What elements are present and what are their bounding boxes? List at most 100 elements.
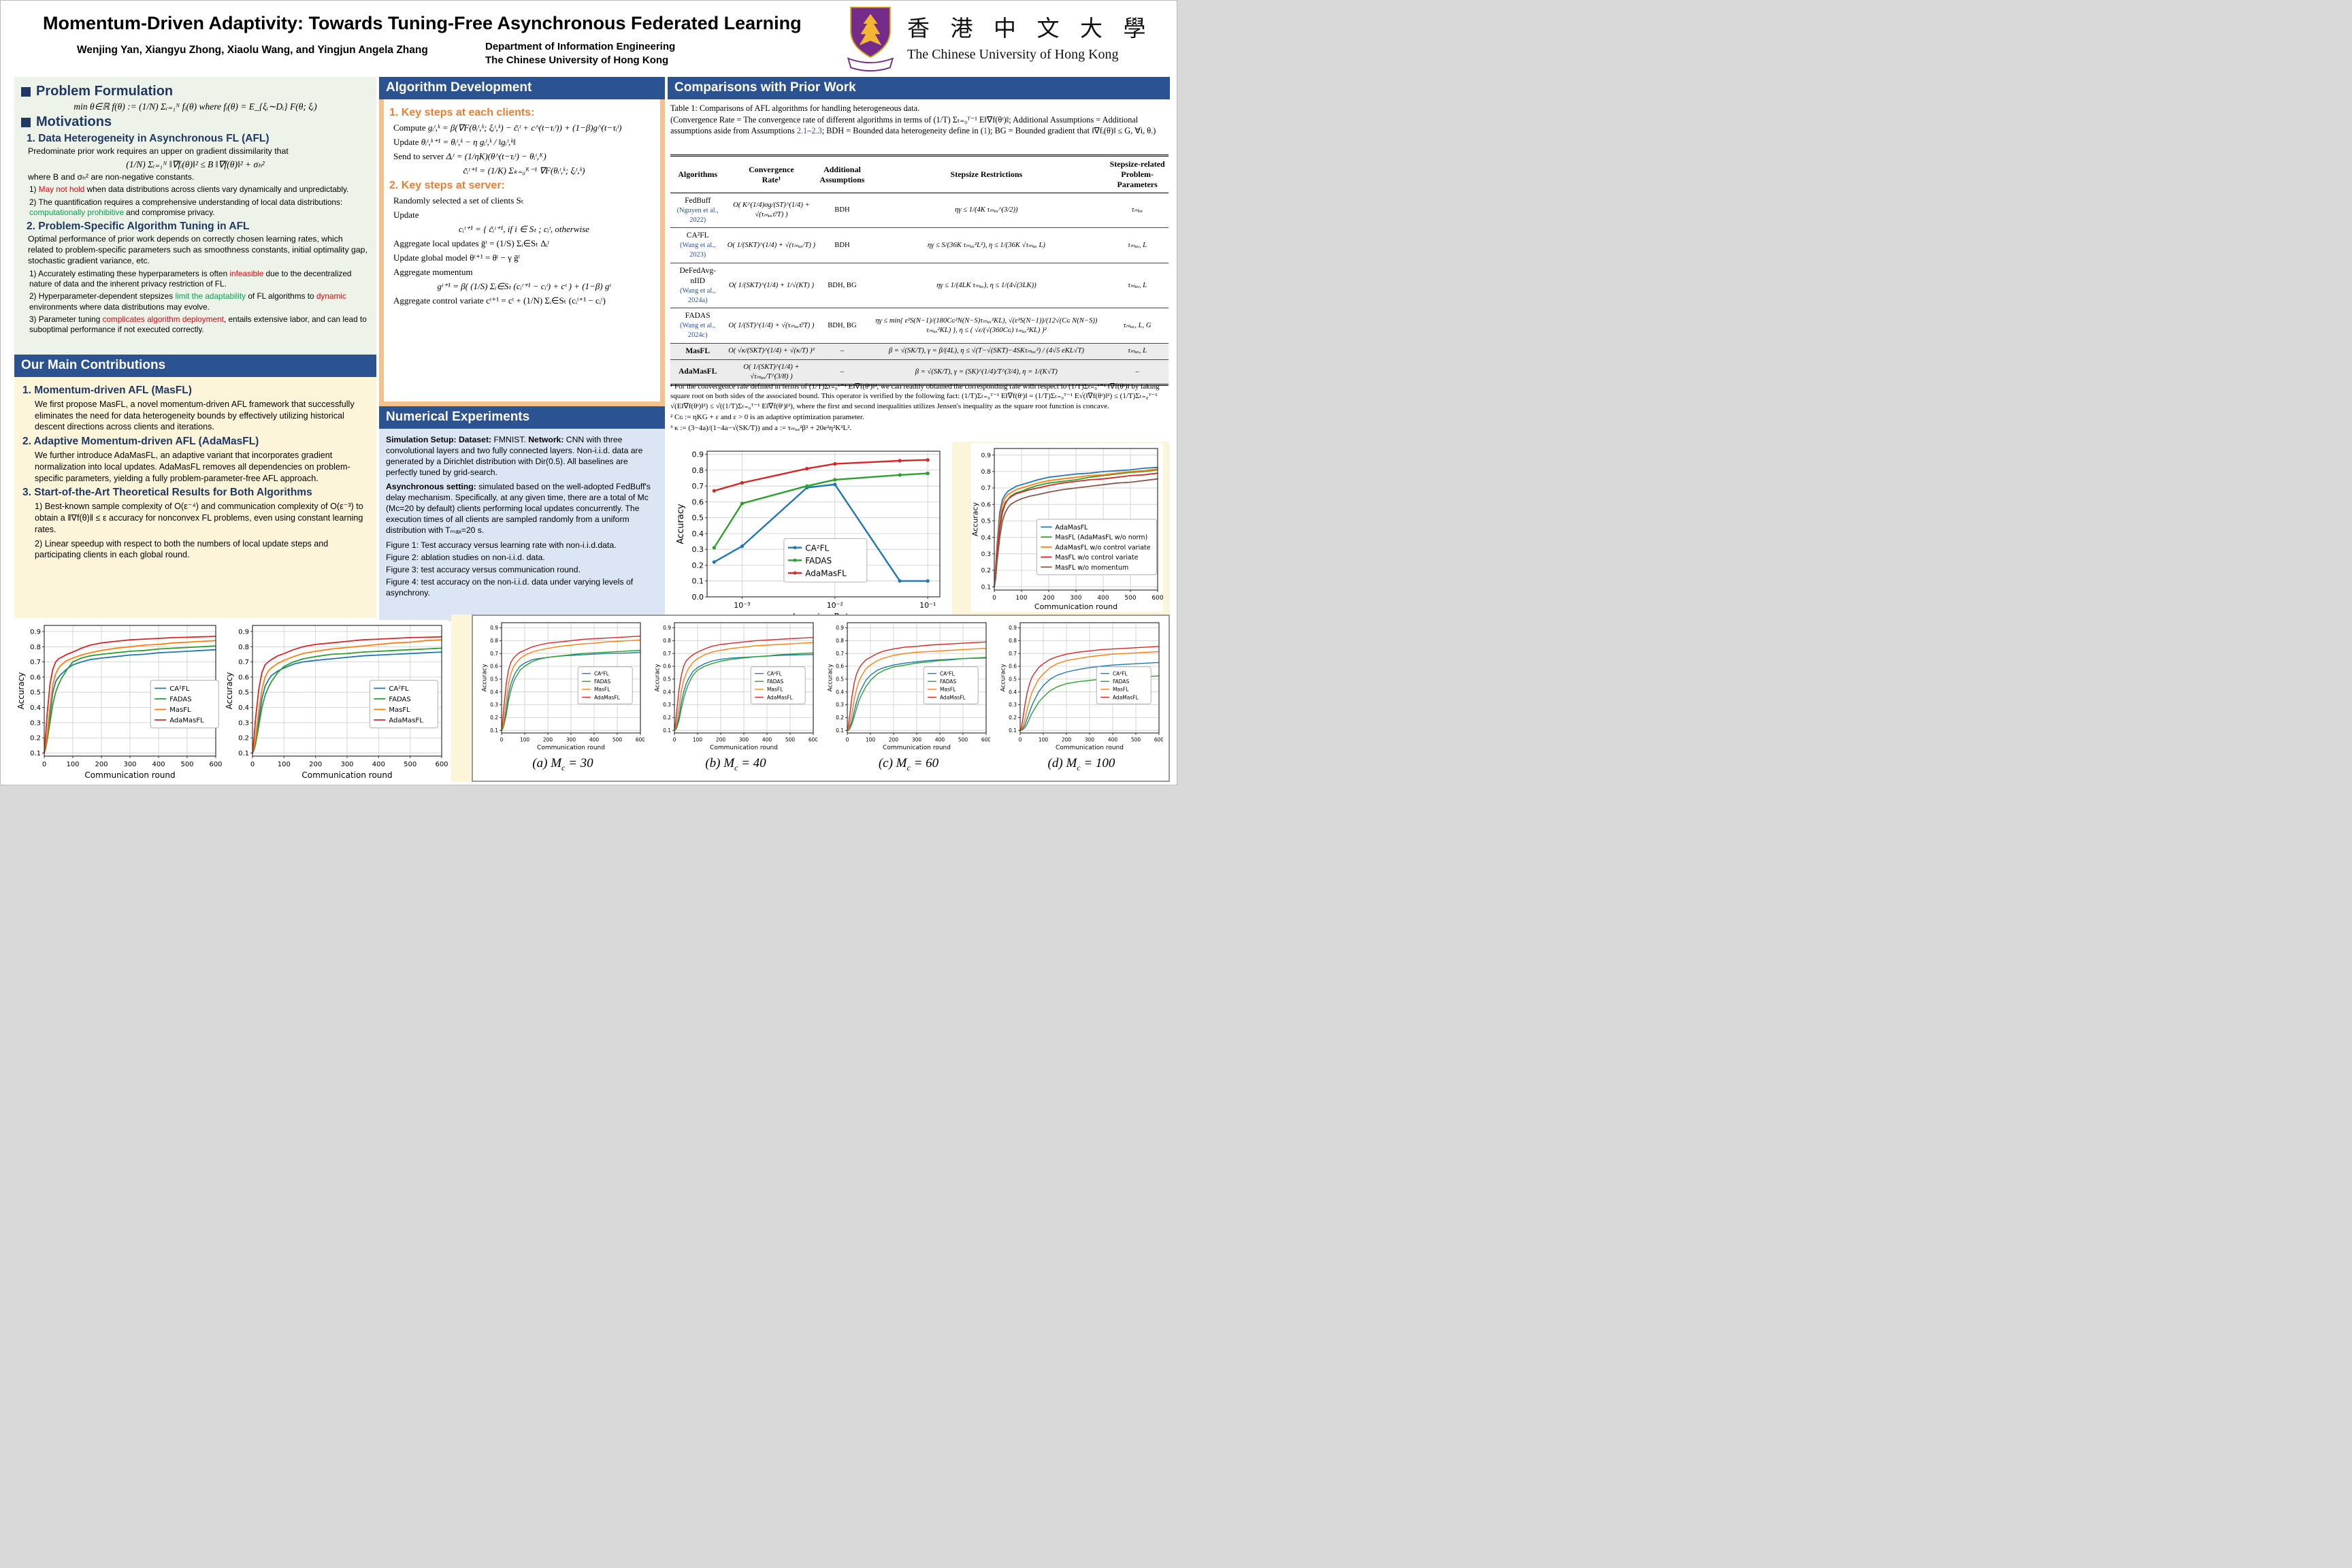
svg-text:600: 600 bbox=[435, 761, 448, 768]
svg-text:Accuracy: Accuracy bbox=[828, 664, 834, 692]
svg-text:0.3: 0.3 bbox=[30, 719, 41, 727]
cell: O( K^(1/4)σg/(ST)^(1/4) + √(τₘₐₓτ̄/T) ) bbox=[725, 193, 818, 229]
text-segment: – bbox=[807, 126, 812, 136]
svg-text:0.3: 0.3 bbox=[836, 702, 844, 708]
svg-text:Accuracy: Accuracy bbox=[1000, 664, 1007, 692]
svg-text:400: 400 bbox=[1097, 595, 1109, 602]
svg-text:Accuracy: Accuracy bbox=[17, 672, 26, 710]
step-label: Compute bbox=[393, 122, 426, 133]
motivation-2-title: 2. Problem-Specific Algorithm Tuning in … bbox=[27, 220, 250, 233]
server-step: Update global model θᵗ⁺¹ = θᵗ − γ ḡᵗ bbox=[393, 252, 521, 263]
svg-text:300: 300 bbox=[739, 737, 749, 743]
mc30-caption: (a) Mc = 30 bbox=[532, 756, 593, 772]
text-segment: FMNIST. bbox=[491, 435, 529, 444]
svg-text:FADAS: FADAS bbox=[1113, 679, 1130, 685]
svg-text:0.2: 0.2 bbox=[692, 561, 704, 570]
server-step: Update bbox=[393, 210, 419, 220]
step-formula: θᵢᵗ,ᵏ⁺¹ = θᵢᵗ,ᵏ − η gᵢᵗ,ᵏ / ‖gᵢᵗ,ᵏ‖ bbox=[421, 137, 516, 147]
cell: O( 1/(SKT)^(1/4) + √τₘₐₓ/T^(3/8) ) bbox=[725, 359, 818, 387]
svg-text:0.5: 0.5 bbox=[981, 519, 991, 525]
server-step: Aggregate momentum bbox=[393, 267, 473, 277]
motivation-2-point: 3) Parameter tuning complicates algorith… bbox=[29, 314, 370, 336]
cell: – bbox=[817, 359, 867, 387]
svg-text:AdaMasFL: AdaMasFL bbox=[594, 694, 621, 700]
cell: τₘₐₓ bbox=[1106, 193, 1169, 229]
table-row: FedBuff (Nguyen et al., 2022) O( K^(1/4)σg… bbox=[670, 193, 1169, 229]
svg-text:0.5: 0.5 bbox=[692, 514, 704, 523]
step-formula: gᵢᵗ,ᵏ = β(∇F(θᵢᵗ,ᵏ; ξᵢᵗ,ᵏ) − c̃ᵢᵗ + c^(t… bbox=[427, 122, 622, 133]
svg-text:0.1: 0.1 bbox=[30, 750, 41, 757]
cell: O( √κ/(SKT)^(1/4) + √(κ/T) )³ bbox=[725, 343, 818, 360]
svg-text:CA²FL: CA²FL bbox=[1113, 670, 1128, 676]
svg-text:CA²FL: CA²FL bbox=[767, 670, 783, 676]
poster: Momentum-Driven Adaptivity: Towards Tuni… bbox=[0, 0, 1177, 785]
svg-text:0.5: 0.5 bbox=[238, 689, 249, 697]
svg-text:Communication round: Communication round bbox=[1056, 745, 1124, 751]
contribution-1-body: We first propose MasFL, a novel momentum… bbox=[35, 399, 355, 432]
authors-line: Wenjing Yan, Xiangyu Zhong, Xiaolu Wang,… bbox=[77, 44, 428, 56]
cell: τₘₐₓ, L bbox=[1106, 343, 1169, 360]
svg-text:MasFL: MasFL bbox=[169, 706, 191, 714]
svg-text:Accuracy: Accuracy bbox=[225, 672, 234, 710]
citation: (Wang et al., 2024c) bbox=[680, 322, 716, 340]
svg-text:0.9: 0.9 bbox=[981, 453, 992, 459]
svg-text:200: 200 bbox=[1062, 737, 1072, 743]
svg-text:0.2: 0.2 bbox=[981, 568, 991, 574]
client-steps-heading: 1. Key steps at each clients: bbox=[389, 107, 535, 118]
text-segment: due to the decentralized nature of data … bbox=[29, 268, 352, 289]
svg-text:0.6: 0.6 bbox=[663, 664, 671, 670]
algorithm-name: AdaMasFL bbox=[679, 368, 717, 376]
server-step: Randomly selected a set of clients Sₜ bbox=[393, 195, 524, 206]
mc60-caption: (c) Mc = 60 bbox=[878, 756, 939, 772]
citation: (Nguyen et al., 2022) bbox=[676, 206, 719, 224]
text-segment: ); BG = Bounded gradient that ‖∇fᵢ(θ)‖ ≤… bbox=[987, 126, 1156, 136]
svg-text:MasFL: MasFL bbox=[389, 706, 410, 714]
svg-text:10⁻¹: 10⁻¹ bbox=[919, 601, 936, 610]
svg-text:Accuracy: Accuracy bbox=[971, 502, 979, 536]
cell: – bbox=[1106, 359, 1169, 387]
svg-text:0.3: 0.3 bbox=[981, 551, 991, 558]
contribution-3-point-2: 2) Linear speedup with respect to both t… bbox=[35, 538, 329, 560]
text-segment: Simulation Setup: Dataset: bbox=[386, 435, 492, 444]
svg-text:0.3: 0.3 bbox=[663, 702, 671, 708]
svg-text:Communication round: Communication round bbox=[537, 745, 605, 751]
svg-text:100: 100 bbox=[278, 761, 291, 768]
svg-text:AdaMasFL w/o control variate: AdaMasFL w/o control variate bbox=[1056, 544, 1151, 551]
cell: MasFL bbox=[670, 343, 725, 360]
svg-text:500: 500 bbox=[612, 737, 623, 743]
svg-text:0.9: 0.9 bbox=[238, 628, 249, 636]
svg-text:600: 600 bbox=[1154, 737, 1163, 743]
page-title: Momentum-Driven Adaptivity: Towards Tuni… bbox=[43, 13, 802, 33]
svg-text:CA²FL: CA²FL bbox=[389, 685, 409, 693]
affiliation: Department of Information Engineering Th… bbox=[485, 40, 675, 68]
svg-text:AdaMasFL: AdaMasFL bbox=[940, 694, 966, 700]
svg-text:AdaMasFL: AdaMasFL bbox=[389, 717, 423, 725]
cuhk-logo: 香 港 中 文 大 學 The Chinese University of Ho… bbox=[842, 5, 1169, 73]
svg-text:0: 0 bbox=[250, 761, 255, 768]
server-steps-heading: 2. Key steps at server: bbox=[389, 180, 505, 191]
svg-text:200: 200 bbox=[889, 737, 899, 743]
svg-text:200: 200 bbox=[716, 737, 726, 743]
svg-text:AdaMasFL: AdaMasFL bbox=[805, 568, 847, 578]
client-step: Compute gᵢᵗ,ᵏ = β(∇F(θᵢᵗ,ᵏ; ξᵢᵗ,ᵏ) − c̃ᵢ… bbox=[393, 122, 655, 133]
svg-text:0.3: 0.3 bbox=[490, 702, 498, 708]
svg-text:0.4: 0.4 bbox=[692, 529, 704, 538]
svg-text:600: 600 bbox=[808, 737, 817, 743]
svg-text:100: 100 bbox=[693, 737, 703, 743]
svg-text:100: 100 bbox=[520, 737, 530, 743]
contribution-3-title: 3. Start-of-the-Art Theoretical Results … bbox=[22, 487, 312, 499]
svg-text:0.7: 0.7 bbox=[1009, 651, 1017, 657]
cell: O( 1/(SKT)^(1/4) + 1/√(KT) ) bbox=[725, 263, 818, 309]
svg-text:0.9: 0.9 bbox=[490, 625, 498, 631]
svg-text:500: 500 bbox=[404, 761, 416, 768]
svg-text:0.7: 0.7 bbox=[836, 651, 844, 657]
motivation-1-point: 1) May not hold when data distributions … bbox=[29, 184, 370, 195]
text-segment: complicates algorithm deployment bbox=[102, 314, 224, 324]
svg-text:600: 600 bbox=[636, 737, 644, 743]
client-step: Update θᵢᵗ,ᵏ⁺¹ = θᵢᵗ,ᵏ − η gᵢᵗ,ᵏ / ‖gᵢᵗ,… bbox=[393, 137, 655, 148]
svg-text:300: 300 bbox=[123, 761, 136, 768]
text-segment: dynamic bbox=[316, 291, 346, 301]
cell: β = √(SK/T), γ = β/(4L), η ≤ √(T−√(SKT)−… bbox=[866, 343, 1107, 360]
column-header: Stepsize Restrictions bbox=[866, 154, 1107, 193]
client-step: Send to server Δᵢᵗ = (1/ηK)(θ^(t−τᵢᵗ) − … bbox=[393, 151, 655, 162]
